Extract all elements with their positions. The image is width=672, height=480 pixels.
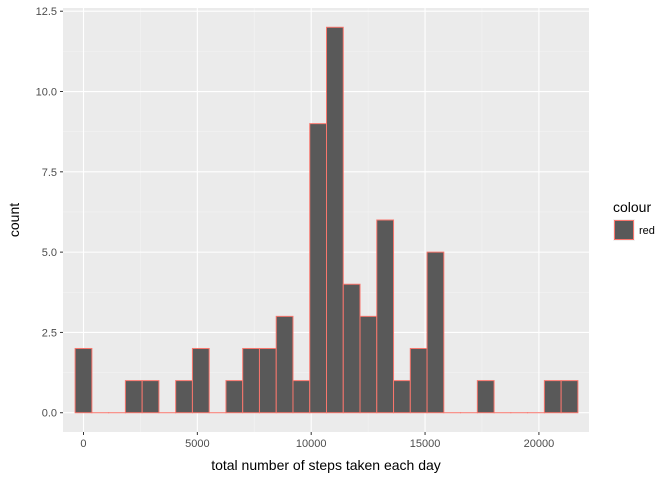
- legend-title: colour: [613, 199, 651, 215]
- histogram-bar: [409, 347, 428, 414]
- histogram-bar: [342, 283, 361, 414]
- y-tick-label: 7.5: [42, 167, 57, 179]
- histogram-bar: [309, 123, 328, 414]
- histogram-bar: [191, 347, 210, 414]
- legend-key-swatch: [614, 220, 634, 240]
- histogram-bar: [476, 380, 495, 414]
- histogram-bar: [141, 380, 160, 414]
- histogram-bar: [258, 347, 277, 414]
- y-tick-label: 12.5: [36, 6, 57, 18]
- histogram-bar: [242, 347, 260, 414]
- x-tick-label: 20000: [524, 438, 555, 450]
- x-tick-label: 15000: [410, 438, 441, 450]
- histogram-bar: [376, 219, 395, 414]
- x-tick-label: 0: [80, 438, 86, 450]
- histogram-bar: [326, 26, 344, 414]
- histogram-bar: [275, 315, 294, 414]
- x-tick-label: 10000: [296, 438, 327, 450]
- x-axis-title: total number of steps taken each day: [211, 457, 441, 473]
- histogram-bar: [225, 380, 244, 414]
- y-tick-label: 5.0: [42, 247, 57, 259]
- histogram-bar: [359, 315, 378, 414]
- histogram-bar: [124, 380, 143, 414]
- histogram-bar: [393, 380, 411, 414]
- y-axis-ticks: 0.0 2.5 5.0 7.5 10.0 12.5: [36, 6, 63, 420]
- histogram-bars: [74, 26, 579, 414]
- histogram-bar: [175, 380, 193, 414]
- y-axis-title: count: [6, 203, 22, 237]
- histogram-bar: [560, 380, 579, 414]
- y-tick-label: 10.0: [36, 87, 57, 99]
- x-axis-ticks: 0 5000 10000 15000 20000: [80, 432, 554, 450]
- legend: colour red: [613, 199, 655, 241]
- x-tick-label: 5000: [185, 438, 209, 450]
- histogram-bar: [292, 380, 311, 414]
- legend-label-red: red: [639, 225, 655, 237]
- histogram-bar: [543, 380, 562, 414]
- histogram-bar: [426, 251, 445, 414]
- histogram-bar: [74, 347, 93, 414]
- y-tick-label: 2.5: [42, 327, 57, 339]
- y-tick-label: 0.0: [42, 408, 57, 420]
